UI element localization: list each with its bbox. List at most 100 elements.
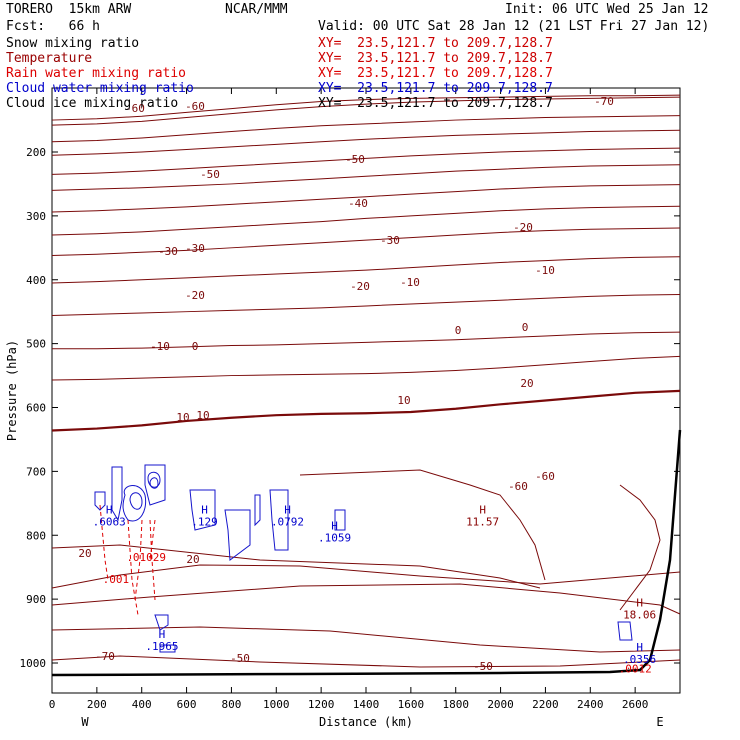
y-axis-title: Pressure (hPa) xyxy=(5,340,19,441)
maximum-value: .0356 xyxy=(623,653,656,666)
temperature-contour xyxy=(51,389,681,432)
valid-time: Valid: 00 UTC Sat 28 Jan 12 (21 LST Fri … xyxy=(318,19,710,34)
y-tick-label: 200 xyxy=(26,146,46,159)
temperature-label: 0 xyxy=(192,340,199,353)
y-tick-label: 400 xyxy=(26,274,46,287)
temperature-contour xyxy=(51,544,541,589)
temperature-label: 0 xyxy=(522,321,529,334)
model-title: TORERO 15km ARW xyxy=(6,2,132,17)
temperature-label: -20 xyxy=(185,289,205,302)
temperature-contour xyxy=(51,96,681,126)
y-tick-label: 300 xyxy=(26,210,46,223)
temperature-contour xyxy=(51,564,681,589)
temperature-label: -50 xyxy=(473,660,493,673)
temperature-contour xyxy=(51,164,681,191)
legend-label-snow: Snow mixing ratio xyxy=(6,36,140,51)
rain-water-contour xyxy=(127,519,139,616)
temperature-label: -20 xyxy=(513,221,533,234)
temperature-contour xyxy=(51,115,681,143)
temperature-label: -60 xyxy=(125,102,145,115)
temperature-label: -30 xyxy=(158,245,178,258)
legend-xy-snow: XY= 23.5,121.7 to 209.7,128.7 xyxy=(318,36,553,51)
cloud-water-contour xyxy=(94,491,106,511)
temperature-label: -70 xyxy=(95,650,115,663)
cloud-water-contour xyxy=(144,464,166,506)
maximum-value: .1965 xyxy=(145,640,178,653)
legend-xy-cloud-ice: XY= 23.5,121.7 to 209.7,128.7 xyxy=(318,96,553,111)
maximum-value: .0012 xyxy=(619,663,652,676)
x-tick-label: 200 xyxy=(87,698,107,711)
y-tick-label: 700 xyxy=(26,465,46,478)
temperature-contour xyxy=(51,626,681,653)
cloud-water-contour xyxy=(122,485,147,522)
maximum-value: .1059 xyxy=(318,532,351,545)
cloud-water-contour xyxy=(159,644,176,653)
x-tick-label: 1200 xyxy=(308,698,335,711)
maximum-mark: H xyxy=(284,504,291,517)
x-end-label-west: W xyxy=(81,715,89,729)
y-tick-label: 800 xyxy=(26,529,46,542)
temperature-label: -60 xyxy=(185,100,205,113)
legend-xy-cloud-water: XY= 23.5,121.7 to 209.7,128.7 xyxy=(318,81,553,96)
maximum-mark: H xyxy=(201,504,208,517)
cloud-water-contour xyxy=(224,509,251,561)
temperature-label: -60 xyxy=(535,470,555,483)
cloud-water-contour xyxy=(254,494,261,527)
maximum-value: 11.57 xyxy=(466,516,499,529)
temperature-contour xyxy=(51,355,681,381)
y-tick-label: 600 xyxy=(26,402,46,415)
temperature-label: -30 xyxy=(185,242,205,255)
rain-water-contour xyxy=(134,519,143,601)
legend-label-cloud-water: Cloud water mixing ratio xyxy=(6,81,194,96)
x-tick-label: 2000 xyxy=(487,698,514,711)
forecast-hour: Fcst: 66 h xyxy=(6,19,100,34)
x-tick-label: 1600 xyxy=(398,698,425,711)
temperature-label: 20 xyxy=(78,547,91,560)
x-tick-label: 600 xyxy=(177,698,197,711)
legend-label-cloud-ice: Cloud ice mixing ratio xyxy=(6,96,179,111)
cloud-water-contour xyxy=(334,509,346,531)
plot-frame xyxy=(51,87,681,694)
temperature-contour xyxy=(299,469,546,581)
x-end-label-east: E xyxy=(656,715,663,729)
temperature-contour xyxy=(51,293,681,317)
temperature-label: -50 xyxy=(230,652,250,665)
temperature-label: -50 xyxy=(200,168,220,181)
x-axis-title: Distance (km) xyxy=(319,715,413,729)
x-tick-label: 400 xyxy=(132,698,152,711)
x-tick-label: 1800 xyxy=(442,698,469,711)
x-tick-label: 2600 xyxy=(622,698,649,711)
cloud-water-contour xyxy=(111,466,123,522)
maximum-value: .01029 xyxy=(126,551,166,564)
temperature-label: -70 xyxy=(594,95,614,108)
temperature-label: -50 xyxy=(345,153,365,166)
temperature-contour xyxy=(51,655,681,668)
x-tick-label: 800 xyxy=(221,698,241,711)
maximum-mark: H xyxy=(106,504,113,517)
temperature-contour xyxy=(619,484,661,611)
x-tick-label: 2400 xyxy=(577,698,604,711)
temperature-contour xyxy=(51,227,681,256)
legend-xy-temperature: XY= 23.5,121.7 to 209.7,128.7 xyxy=(318,51,553,66)
temperature-label: -40 xyxy=(348,197,368,210)
cloud-water-contour xyxy=(154,614,169,631)
maximum-mark: H xyxy=(159,628,166,641)
x-tick-label: 1400 xyxy=(353,698,380,711)
x-tick-label: 1000 xyxy=(263,698,290,711)
temperature-contour xyxy=(51,129,681,156)
terrain-line xyxy=(51,429,682,677)
y-tick-label: 500 xyxy=(26,338,46,351)
temperature-label: -60 xyxy=(508,480,528,493)
temperature-contour xyxy=(52,331,681,350)
maximum-value: 18.06 xyxy=(623,608,656,621)
maximum-value: .0792 xyxy=(271,516,304,529)
maximum-mark: H xyxy=(479,504,486,517)
temperature-label: 20 xyxy=(520,377,533,390)
x-tick-label: 2200 xyxy=(532,698,559,711)
cloud-water-contour xyxy=(617,621,633,641)
y-tick-label: 900 xyxy=(26,593,46,606)
temperature-label: -20 xyxy=(350,280,370,293)
init-time: Init: 06 UTC Wed 25 Jan 12 xyxy=(505,2,709,17)
temperature-label: 0 xyxy=(455,324,462,337)
